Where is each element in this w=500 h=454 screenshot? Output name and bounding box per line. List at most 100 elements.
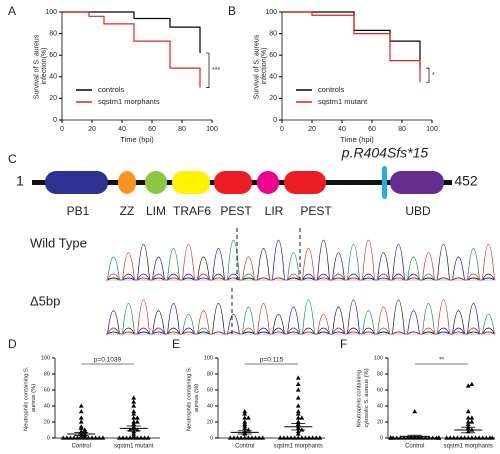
chromatogram-trace: [106, 299, 495, 335]
data-point: [253, 435, 258, 440]
protein-start: 1: [16, 173, 24, 189]
data-point: [405, 435, 410, 440]
data-point: [295, 411, 301, 416]
significance-bracket: [206, 52, 210, 88]
protein-domain: [118, 171, 136, 194]
y-axis-label: Neutrophils containing S. aureus (%): [186, 365, 200, 431]
data-point: [242, 435, 248, 440]
data-point: [71, 435, 77, 440]
y-tick-label: 20: [207, 419, 213, 425]
data-point: [465, 421, 471, 426]
x-tick-label: sqstm1 mutant: [114, 444, 154, 450]
data-point: [419, 435, 425, 440]
x-tick-label: 80: [398, 126, 406, 133]
data-point: [285, 435, 290, 440]
y-tick-label: 80: [269, 30, 277, 37]
protein-domain: [214, 171, 252, 194]
legend-label: sqstm1 mutant: [318, 97, 368, 106]
y-tick-label: 0: [273, 117, 277, 124]
x-tick-label: 60: [368, 126, 376, 133]
data-point: [469, 381, 475, 386]
data-point: [142, 435, 147, 440]
data-point: [295, 415, 301, 420]
data-point: [476, 435, 482, 440]
data-point: [82, 429, 88, 434]
data-point: [295, 419, 301, 424]
data-point: [426, 435, 432, 440]
data-point: [483, 435, 489, 440]
data-point: [242, 419, 248, 424]
y-tick-label: 0: [53, 117, 57, 124]
significance-label: p=0.1039: [94, 357, 122, 364]
data-point: [306, 435, 312, 440]
domain-label: UBD: [405, 204, 431, 218]
y-tick-label: 40: [49, 74, 57, 81]
y-tick-label: 20: [269, 95, 277, 102]
y-tick-label: 40: [44, 403, 50, 409]
data-point: [444, 435, 450, 440]
data-point: [295, 387, 301, 392]
data-point: [89, 435, 95, 440]
y-tick-label: 80: [49, 30, 57, 37]
data-point: [116, 435, 122, 440]
data-point: [303, 435, 308, 440]
data-point: [82, 435, 88, 440]
y-tick-label: 20: [377, 419, 383, 425]
y-tick-label: 0: [47, 435, 50, 441]
y-tick-label: 0: [380, 435, 383, 441]
data-point: [131, 431, 137, 436]
panel-letter: E: [172, 337, 180, 351]
data-point: [124, 435, 129, 440]
data-point: [295, 429, 301, 434]
y-axis-label: Survival of S. aureus infection(%): [253, 33, 268, 100]
data-point: [295, 403, 301, 408]
data-point: [78, 403, 84, 408]
data-point: [394, 435, 400, 440]
data-point: [131, 419, 137, 424]
data-point: [96, 435, 102, 440]
data-point: [238, 435, 244, 440]
data-point: [388, 435, 394, 440]
chromatogram-trace: [106, 240, 495, 281]
x-tick-label: sqstm1 morphants: [274, 444, 323, 450]
domain-label: ZZ: [120, 204, 135, 218]
data-point: [134, 415, 140, 420]
data-point: [242, 415, 248, 420]
y-tick-label: 60: [377, 387, 383, 393]
x-tick-label: Control: [405, 444, 424, 450]
y-tick-label: 100: [204, 355, 213, 361]
data-point: [436, 435, 442, 440]
data-point: [295, 395, 301, 400]
data-point: [465, 419, 471, 424]
x-tick-label: 40: [118, 126, 126, 133]
data-point: [82, 427, 88, 432]
data-point: [134, 435, 140, 440]
domain-label: PB1: [67, 204, 90, 218]
domain-label: TRAF6: [173, 204, 211, 218]
significance-label: *: [432, 72, 435, 79]
y-tick-label: 100: [374, 355, 383, 361]
data-point: [86, 435, 91, 440]
data-point: [131, 399, 137, 404]
data-point: [489, 435, 495, 440]
chromatogram-trace: [106, 240, 495, 281]
data-point: [462, 435, 468, 440]
data-point: [242, 409, 248, 414]
x-axis-label: Time (hpi): [120, 135, 154, 144]
domain-label: PEST: [220, 204, 252, 218]
data-point: [292, 435, 298, 440]
data-point: [313, 435, 319, 440]
protein-end: 452: [454, 173, 478, 189]
data-point: [235, 435, 240, 440]
data-point: [295, 381, 301, 386]
protein-domain: [172, 171, 210, 194]
panel-letter: C: [8, 152, 17, 166]
data-point: [451, 435, 457, 440]
data-point: [295, 431, 301, 436]
data-point: [401, 435, 407, 440]
mutation-label: p.R404Sfs*15: [341, 145, 429, 161]
data-point: [423, 435, 428, 440]
survival-line: [62, 11, 201, 88]
x-tick-label: Control: [235, 444, 254, 450]
data-point: [480, 435, 486, 440]
